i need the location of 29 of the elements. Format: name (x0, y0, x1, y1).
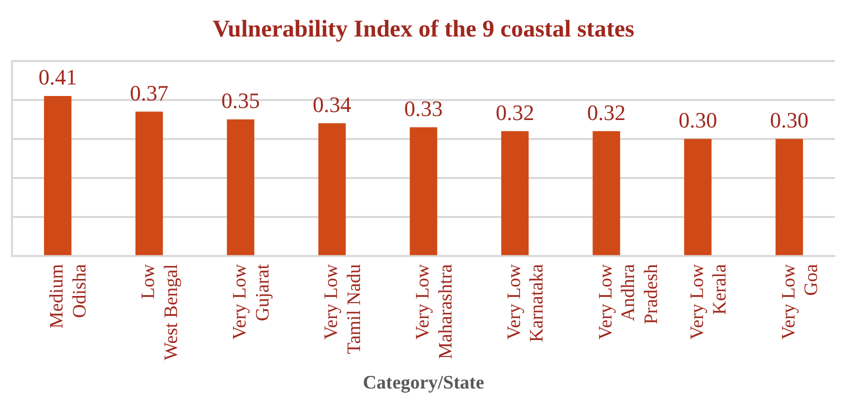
x-tick-label: Low West Bengal (138, 264, 182, 360)
chart-title: Vulnerability Index of the 9 coastal states (212, 16, 634, 43)
data-label: 0.30 (770, 108, 809, 133)
bar (410, 127, 438, 256)
data-label: 0.34 (312, 92, 352, 118)
bar (684, 138, 712, 256)
x-tick-label: Very Low Karnataka (504, 264, 548, 342)
bar (44, 96, 72, 256)
data-label: 0.30 (678, 108, 718, 133)
data-label: 0.32 (496, 100, 534, 125)
data-label: 0.37 (130, 80, 168, 106)
x-axis-title: Category/State (362, 372, 484, 394)
x-tick-label: Very Low Kerala (686, 264, 731, 340)
x-tick-label: Very Low Goa (778, 264, 822, 340)
bar (776, 138, 803, 256)
x-tick-label: Very Low Andhra Pradesh (595, 264, 662, 340)
x-tick-label: Very Low Maharashtra (412, 264, 456, 360)
bar (318, 123, 346, 256)
x-tick-label: Very Low Gujarat (230, 263, 274, 340)
data-label: 0.32 (587, 100, 626, 125)
x-tick-label: Very Low Tamil Nadu (321, 264, 365, 354)
bar (135, 112, 163, 256)
bar (501, 131, 529, 256)
bar (592, 131, 620, 256)
bar (226, 119, 254, 256)
x-tick-label: Medium Odisha (46, 264, 91, 329)
data-label: 0.35 (221, 88, 260, 114)
data-label: 0.33 (404, 96, 443, 121)
data-label: 0.41 (38, 64, 77, 90)
